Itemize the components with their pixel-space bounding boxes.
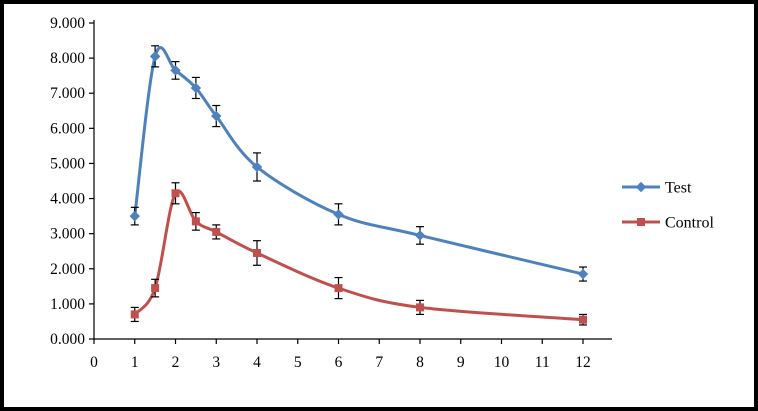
test-marker (170, 65, 181, 76)
y-tick-label: 7.000 (50, 85, 85, 102)
x-tick-label: 0 (90, 354, 98, 371)
y-tick-label: 4.000 (50, 191, 85, 208)
x-tick-label: 2 (172, 354, 180, 371)
y-tick-label: 3.000 (50, 226, 85, 243)
test-marker (211, 110, 222, 122)
control-marker (253, 248, 261, 257)
control-marker (191, 217, 200, 226)
line-chart: 0.000 1.000 2.000 3.000 4.000 5.000 6.000 7.000… (50, 15, 714, 371)
test-marker (577, 268, 589, 280)
test-marker (190, 82, 202, 94)
legend-marker-test (635, 181, 647, 193)
x-tick-label: 9 (457, 354, 465, 371)
x-tick-label: 10 (494, 354, 510, 371)
y-tick-label: 6.000 (50, 120, 85, 137)
y-tick-label: 1.000 (50, 296, 85, 313)
x-tick-label: 5 (294, 354, 302, 371)
test-marker (333, 209, 344, 220)
y-tick-label: 8.000 (50, 50, 85, 67)
control-marker (151, 284, 160, 293)
test-marker (414, 230, 426, 241)
control-marker (212, 227, 221, 236)
legend-label-test: Test (665, 180, 692, 197)
y-tick-label: 5.000 (50, 155, 85, 172)
x-tick-label: 12 (575, 354, 591, 371)
x-tick-label: 8 (416, 354, 424, 371)
control-marker (334, 284, 343, 293)
x-tick-label: 1 (131, 354, 139, 371)
x-tick-label: 11 (535, 354, 550, 371)
y-tick-label: 2.000 (50, 261, 85, 278)
test-marker (149, 51, 161, 62)
x-tick-label: 3 (212, 354, 220, 371)
control-series-line (133, 189, 585, 322)
control-marker (579, 315, 587, 324)
x-tick-label: 6 (335, 354, 343, 371)
control-marker (171, 189, 180, 198)
test-series-line (133, 46, 585, 276)
legend-label-control: Control (665, 215, 714, 232)
y-tick-label: 9.000 (50, 15, 85, 32)
test-marker (251, 161, 263, 173)
x-tick-label: 4 (253, 354, 261, 371)
y-tick-label: 0.000 (50, 331, 85, 348)
control-marker (416, 303, 424, 312)
x-tick-label: 7 (375, 354, 383, 371)
test-marker (129, 210, 140, 222)
legend-marker-control (637, 218, 645, 226)
control-marker (130, 310, 139, 319)
